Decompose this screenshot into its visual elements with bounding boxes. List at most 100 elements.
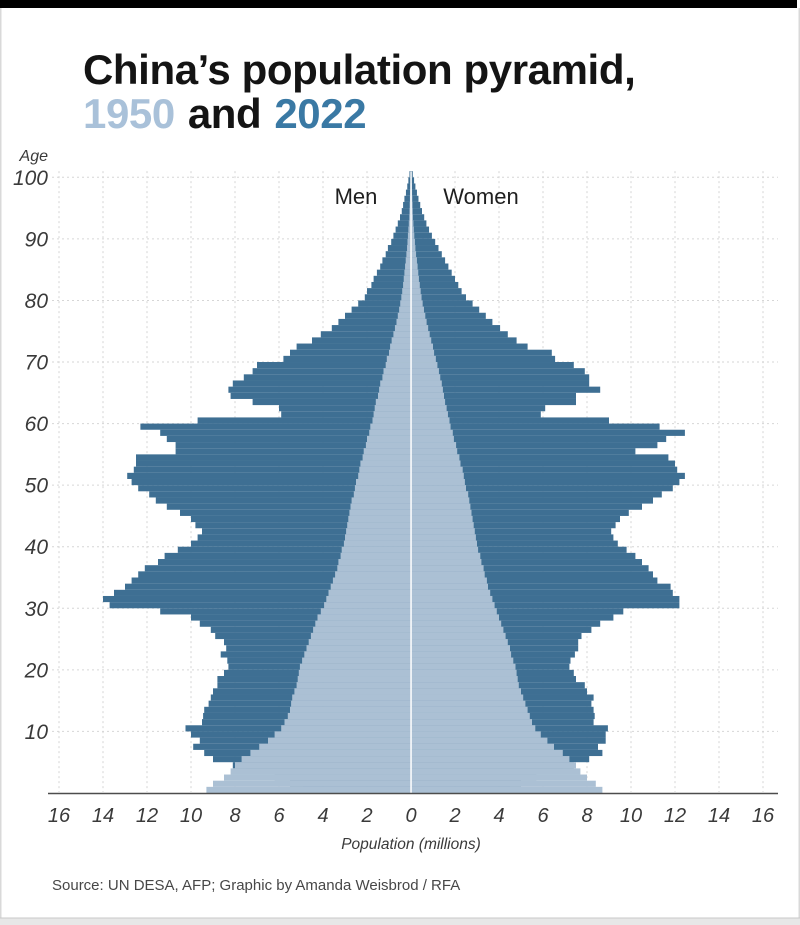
pyramid-bar-women-1950-age-6	[411, 749, 563, 757]
pyramid-bar-women-2022-age-59	[411, 423, 660, 430]
pyramid-bar-men-2022-age-84	[376, 269, 411, 276]
pyramid-bar-men-1950-age-19	[298, 669, 411, 677]
pyramid-bar-men-2022-age-97	[405, 189, 411, 196]
pyramid-bar-women-2022-age-50	[411, 478, 680, 486]
pyramid-bar-women-1950-age-8	[411, 737, 548, 744]
pyramid-bar-men-2022-age-60	[197, 417, 411, 424]
pyramid-bar-men-1950-age-47	[351, 497, 411, 504]
pyramid-bar-women-2022-age-90	[411, 232, 432, 239]
pyramid-bar-men-1950-age-33	[330, 583, 411, 590]
x-tick-label-13: 10	[620, 805, 642, 827]
pyramid-bar-men-1950-age-51	[358, 472, 411, 479]
pyramid-bar-women-2022-age-87	[411, 251, 442, 258]
pyramid-bar-women-2022-age-72	[411, 343, 528, 350]
pyramid-bar-men-2022-age-82	[371, 281, 411, 289]
pyramid-bar-women-2022-age-64	[411, 392, 576, 399]
pyramid-bar-women-2022-age-66	[411, 380, 590, 387]
pyramid-bar-women-1950-age-14	[411, 700, 526, 707]
pyramid-bar-women-1950-age-0	[411, 786, 603, 793]
pyramid-bar-women-2022-age-34	[411, 577, 658, 584]
pyramid-bar-women-1950-age-61	[411, 411, 448, 418]
pyramid-bar-men-1950-age-20	[299, 663, 411, 670]
pyramid-bar-men-1950-age-26	[313, 626, 411, 633]
pyramid-bar-women-2022-age-98	[411, 183, 416, 190]
pyramid-bar-men-1950-age-8	[268, 737, 411, 744]
pyramid-bar-women-1950-age-78	[411, 306, 424, 313]
pyramid-bar-women-1950-age-58	[411, 429, 453, 436]
pyramid-bar-men-2022-age-80	[364, 294, 411, 301]
pyramid-bar-women-2022-age-76	[411, 318, 493, 326]
pyramid-bar-women-1950-age-82	[411, 281, 420, 289]
pyramid-bar-women-2022-age-47	[411, 497, 653, 504]
pyramid-bar-men-1950-age-5	[241, 756, 411, 763]
pyramid-bar-women-2022-age-73	[411, 337, 517, 344]
pyramid-bar-men-2022-age-68	[252, 368, 411, 375]
pyramid-bar-men-2022-age-35	[138, 571, 411, 578]
pyramid-bar-men-2022-age-52	[133, 466, 412, 473]
pyramid-bar-women-1950-age-12	[411, 712, 530, 720]
pyramid-bar-women-1950-age-93	[411, 214, 413, 221]
pyramid-bar-men-2022-age-93	[400, 214, 411, 221]
pyramid-bar-men-2022-age-90	[393, 232, 411, 239]
pyramid-bar-men-2022-age-74	[320, 331, 411, 338]
pyramid-bar-men-1950-age-2	[224, 774, 411, 781]
y-tick-label-10: 10	[25, 721, 49, 744]
pyramid-bar-women-2022-age-55	[411, 448, 636, 455]
pyramid-bar-men-2022-age-96	[404, 195, 411, 202]
pyramid-bar-men-1950-age-82	[403, 281, 411, 289]
pyramid-bar-men-1950-age-92	[408, 220, 411, 227]
pyramid-bar-men-1950-age-52	[359, 466, 411, 473]
pyramid-bar-women-2022-age-71	[411, 349, 552, 356]
y-tick-label-70: 70	[25, 352, 49, 375]
pyramid-bar-men-1950-age-37	[338, 559, 411, 566]
pyramid-bar-women-1950-age-32	[411, 589, 491, 596]
pyramid-bar-men-2022-age-56	[175, 442, 411, 449]
pyramid-bar-men-1950-age-55	[363, 448, 411, 455]
pyramid-bar-women-1950-age-55	[411, 448, 458, 455]
pyramid-bar-women-1950-age-68	[411, 368, 439, 375]
pyramid-bar-women-2022-age-81	[411, 288, 462, 295]
pyramid-bar-men-2022-age-99	[408, 177, 411, 184]
pyramid-bar-men-2022-age-26	[210, 626, 411, 633]
y-tick-label-60: 60	[25, 413, 49, 436]
pyramid-bar-women-1950-age-91	[411, 226, 414, 233]
pyramid-bar-women-1950-age-59	[411, 423, 451, 430]
pyramid-bar-women-2022-age-60	[411, 417, 609, 424]
pyramid-bar-men-1950-age-64	[378, 392, 411, 399]
pyramid-bar-men-2022-age-50	[131, 478, 411, 486]
pyramid-bar-women-1950-age-69	[411, 362, 438, 369]
pyramid-bar-women-2022-age-96	[411, 195, 419, 202]
pyramid-bar-men-2022-age-95	[403, 201, 411, 209]
pyramid-bar-women-2022-age-40	[411, 540, 618, 547]
pyramid-bar-women-1950-age-38	[411, 552, 481, 560]
x-tick-label-9: 2	[448, 805, 460, 827]
pyramid-bar-men-1950-age-73	[391, 337, 411, 344]
bottom-divider-line	[0, 917, 800, 919]
pyramid-bar-men-2022-age-41	[197, 534, 411, 541]
chart-title-line2: 1950 and 2022	[83, 90, 366, 137]
pyramid-bar-men-2022-age-37	[158, 559, 411, 566]
pyramid-bar-women-1950-age-44	[411, 515, 473, 523]
pyramid-bar-women-1950-age-79	[411, 300, 423, 307]
pyramid-bar-women-1950-age-57	[411, 435, 454, 443]
pyramid-bar-men-1950-age-18	[297, 676, 411, 683]
pyramid-bar-women-1950-age-56	[411, 442, 457, 449]
pyramid-bar-women-1950-age-72	[411, 343, 433, 350]
pyramid-bar-men-1950-age-25	[310, 632, 411, 640]
pyramid-bar-women-1950-age-31	[411, 595, 493, 603]
pyramid-bar-women-2022-age-79	[411, 300, 473, 307]
pyramid-bar-women-1950-age-4	[411, 762, 576, 769]
x-tick-label-11: 6	[537, 805, 549, 827]
pyramid-bar-men-1950-age-85	[405, 263, 411, 270]
pyramid-bar-women-1950-age-36	[411, 565, 484, 572]
pyramid-bar-women-1950-age-85	[411, 263, 418, 270]
pyramid-bar-men-1950-age-81	[402, 288, 411, 295]
pyramid-bar-men-1950-age-76	[396, 318, 411, 326]
pyramid-bar-men-2022-age-48	[149, 491, 411, 498]
pyramid-bar-women-2022-age-63	[411, 398, 576, 406]
pyramid-bar-women-1950-age-39	[411, 546, 479, 553]
pyramid-bar-women-1950-age-30	[411, 602, 495, 609]
pyramid-bar-women-1950-age-60	[411, 417, 450, 424]
pyramid-bar-men-1950-age-11	[284, 719, 411, 726]
pyramid-bar-women-1950-age-48	[411, 491, 469, 498]
